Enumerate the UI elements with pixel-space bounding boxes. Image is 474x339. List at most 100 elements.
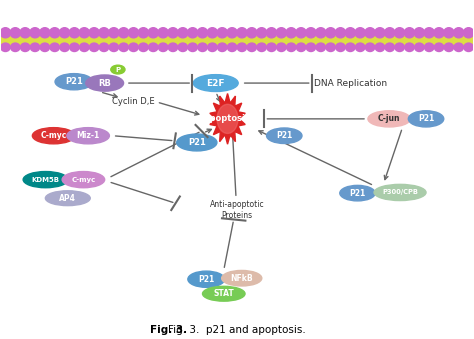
Text: KDM5B: KDM5B (32, 177, 60, 183)
Ellipse shape (198, 43, 207, 52)
Ellipse shape (79, 28, 90, 38)
Ellipse shape (340, 185, 375, 201)
Ellipse shape (99, 43, 109, 52)
Ellipse shape (306, 43, 316, 52)
Ellipse shape (415, 43, 424, 52)
Ellipse shape (296, 28, 306, 38)
Ellipse shape (365, 28, 375, 38)
Ellipse shape (148, 28, 158, 38)
Ellipse shape (129, 43, 138, 52)
Ellipse shape (464, 43, 474, 52)
Ellipse shape (0, 28, 10, 38)
Ellipse shape (286, 43, 296, 52)
Ellipse shape (30, 43, 40, 52)
Ellipse shape (20, 28, 30, 38)
Ellipse shape (316, 28, 326, 38)
Ellipse shape (70, 43, 79, 52)
Ellipse shape (148, 43, 158, 52)
Ellipse shape (46, 191, 90, 206)
Ellipse shape (345, 28, 356, 38)
Ellipse shape (86, 75, 124, 91)
Ellipse shape (247, 43, 256, 52)
Ellipse shape (20, 43, 30, 52)
Ellipse shape (256, 28, 267, 38)
Text: NFkB: NFkB (230, 274, 253, 283)
Ellipse shape (306, 28, 316, 38)
Ellipse shape (355, 28, 365, 38)
Text: P: P (115, 66, 120, 73)
Bar (0, 36, 474, 45)
Ellipse shape (188, 43, 197, 52)
Ellipse shape (188, 271, 225, 287)
Ellipse shape (408, 111, 444, 127)
Ellipse shape (218, 43, 227, 52)
Ellipse shape (40, 43, 50, 52)
Ellipse shape (207, 28, 218, 38)
Ellipse shape (208, 43, 217, 52)
Text: P21: P21 (276, 131, 292, 140)
Ellipse shape (59, 28, 70, 38)
Ellipse shape (246, 28, 257, 38)
Text: P21: P21 (349, 188, 365, 198)
Ellipse shape (267, 43, 276, 52)
Ellipse shape (395, 43, 404, 52)
Text: STAT: STAT (213, 289, 234, 298)
Ellipse shape (444, 43, 454, 52)
Ellipse shape (40, 28, 50, 38)
Text: Fig. 3.  p21 and apoptosis.: Fig. 3. p21 and apoptosis. (168, 325, 306, 335)
Ellipse shape (10, 28, 20, 38)
Ellipse shape (414, 28, 425, 38)
Ellipse shape (336, 43, 345, 52)
Ellipse shape (384, 28, 395, 38)
Ellipse shape (405, 43, 414, 52)
Ellipse shape (424, 28, 434, 38)
Text: P300/CPB: P300/CPB (382, 190, 418, 196)
Ellipse shape (197, 28, 208, 38)
Ellipse shape (374, 184, 426, 201)
Ellipse shape (90, 43, 99, 52)
Ellipse shape (424, 43, 434, 52)
Ellipse shape (257, 43, 266, 52)
Ellipse shape (326, 43, 335, 52)
Ellipse shape (178, 43, 188, 52)
Text: P21: P21 (65, 77, 83, 86)
Ellipse shape (60, 43, 69, 52)
Ellipse shape (62, 172, 105, 188)
Text: AP4: AP4 (59, 194, 76, 203)
Ellipse shape (109, 28, 119, 38)
Ellipse shape (464, 28, 474, 38)
Ellipse shape (368, 111, 410, 127)
Ellipse shape (168, 43, 178, 52)
Ellipse shape (237, 28, 247, 38)
Ellipse shape (404, 28, 415, 38)
Ellipse shape (394, 28, 405, 38)
Ellipse shape (23, 172, 68, 188)
Text: RB: RB (98, 79, 111, 87)
Ellipse shape (177, 134, 217, 151)
Ellipse shape (158, 28, 168, 38)
Text: C-myc: C-myc (40, 131, 67, 140)
Text: C-jun: C-jun (378, 114, 401, 123)
Ellipse shape (99, 28, 109, 38)
Ellipse shape (50, 43, 59, 52)
Ellipse shape (139, 43, 148, 52)
Ellipse shape (217, 28, 228, 38)
Ellipse shape (168, 28, 178, 38)
Ellipse shape (356, 43, 365, 52)
Text: DNA Replication: DNA Replication (314, 79, 387, 87)
Ellipse shape (118, 28, 129, 38)
Ellipse shape (69, 28, 80, 38)
Text: P21: P21 (198, 275, 214, 284)
Ellipse shape (227, 28, 237, 38)
Text: Anti-apoptotic
Proteins: Anti-apoptotic Proteins (210, 200, 264, 220)
Text: C-myc: C-myc (71, 177, 96, 183)
Polygon shape (210, 94, 245, 144)
Ellipse shape (119, 43, 128, 52)
Ellipse shape (335, 28, 346, 38)
Ellipse shape (10, 43, 20, 52)
Ellipse shape (202, 286, 245, 301)
Ellipse shape (158, 43, 168, 52)
Ellipse shape (454, 28, 464, 38)
Text: Miz-1: Miz-1 (76, 131, 100, 140)
Ellipse shape (32, 128, 75, 144)
